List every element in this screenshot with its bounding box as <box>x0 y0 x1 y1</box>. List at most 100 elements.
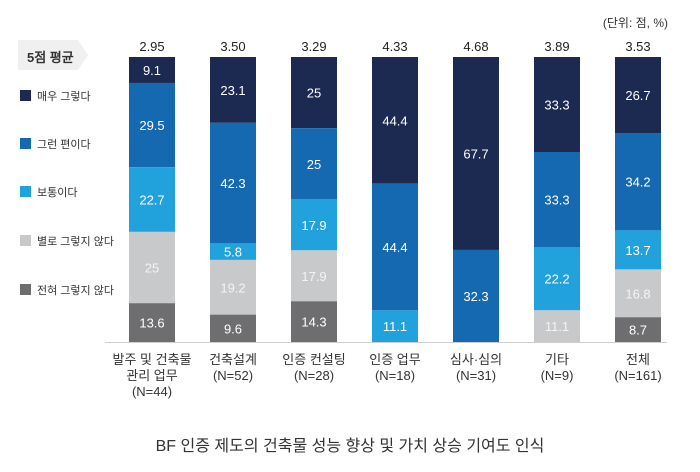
data-label: 33.3 <box>544 98 569 113</box>
legend-item-strongly-disagree: 전혀 그렇지 않다 <box>20 282 114 298</box>
data-label: 8.7 <box>629 323 647 338</box>
average-tag-shape <box>18 40 88 70</box>
bar-segment <box>210 314 256 342</box>
category-label: 전체 <box>626 352 650 367</box>
data-label: 11.1 <box>545 319 569 334</box>
average-value-label: 4.68 <box>463 39 488 54</box>
bar-segment <box>453 249 499 342</box>
legend-item-agree: 그런 편이다 <box>20 136 91 152</box>
bar-segment <box>129 231 175 304</box>
bar-segment <box>534 247 580 311</box>
category-label: (N=9) <box>541 368 574 383</box>
bar-segment <box>372 310 418 342</box>
legend-swatch <box>20 284 31 295</box>
bar-segment <box>210 243 256 260</box>
bar-segment <box>615 57 661 134</box>
data-label: 9.6 <box>224 321 242 336</box>
data-label: 16.8 <box>625 286 650 301</box>
data-label: 25 <box>307 86 321 101</box>
data-label: 29.5 <box>139 118 164 133</box>
data-label: 9.1 <box>143 63 161 78</box>
data-label: 26.7 <box>625 88 650 103</box>
category-label: 심사·심의 <box>450 352 502 367</box>
data-label: 22.7 <box>139 193 164 208</box>
legend-swatch <box>20 138 31 149</box>
legend-swatch <box>20 186 31 197</box>
category-label: 인증 업무 <box>369 352 420 367</box>
data-label: 33.3 <box>544 193 569 208</box>
category-label: 관리 업무 <box>126 368 177 383</box>
unit-note: (단위: 점, %) <box>602 16 668 30</box>
category-label: (N=161) <box>614 368 661 383</box>
bar-segment <box>291 250 337 302</box>
average-value-label: 3.89 <box>544 39 569 54</box>
data-label: 17.9 <box>301 269 326 284</box>
data-label: 13.6 <box>139 316 164 331</box>
chart-title: BF 인증 제도의 건축물 성능 향상 및 가치 상승 기여도 인식 <box>155 438 545 455</box>
bar-segment <box>210 57 256 123</box>
average-label: 5점 평균 <box>27 50 74 65</box>
category-label: 건축설계 <box>209 352 257 367</box>
data-label: 23.1 <box>220 83 245 98</box>
bar-segment <box>615 230 661 270</box>
category-label: (N=52) <box>213 368 253 383</box>
data-label: 25 <box>145 261 159 276</box>
average-value-label: 3.53 <box>625 39 650 54</box>
bar-segment <box>129 82 175 168</box>
average-value-label: 3.50 <box>220 39 245 54</box>
legend-label: 전혀 그렇지 않다 <box>37 285 114 297</box>
bar-segment <box>534 310 580 342</box>
data-label: 11.1 <box>383 319 407 334</box>
average-value-label: 3.29 <box>301 39 326 54</box>
data-label: 13.7 <box>625 243 650 258</box>
average-value-label: 2.95 <box>139 39 164 54</box>
average-label-tag: 5점 평균 <box>18 40 88 70</box>
bar-segment <box>615 133 661 231</box>
bar-segment <box>534 57 580 152</box>
bar-segment <box>372 183 418 311</box>
bar-segment <box>372 57 418 184</box>
data-label: 44.4 <box>382 240 407 255</box>
average-value-label: 4.33 <box>382 39 407 54</box>
data-label: 14.3 <box>301 315 326 330</box>
bar-segment <box>210 259 256 315</box>
bar-segment <box>291 128 337 200</box>
data-label: 5.8 <box>224 245 242 260</box>
data-label: 19.2 <box>220 280 245 295</box>
data-label: 32.3 <box>463 289 488 304</box>
bar-segment <box>129 167 175 232</box>
data-label: 42.3 <box>220 176 245 191</box>
category-label: (N=18) <box>375 368 415 383</box>
bar-segment <box>534 152 580 247</box>
bar-segment <box>129 303 175 342</box>
category-label: 기타 <box>545 352 569 367</box>
bar-segment <box>291 57 337 129</box>
category-label: (N=28) <box>294 368 334 383</box>
legend-label: 매우 그렇다 <box>37 91 91 103</box>
data-label: 67.7 <box>463 146 488 161</box>
legend-item-disagree: 별로 그렇지 않다 <box>20 233 114 249</box>
legend-swatch <box>20 90 31 101</box>
bar-segment <box>129 57 175 83</box>
data-label: 17.9 <box>301 218 326 233</box>
category-label: 인증 컨설팅 <box>282 352 345 367</box>
legend-swatch <box>20 235 31 246</box>
legend-label: 그런 편이다 <box>37 139 91 151</box>
legend-label: 별로 그렇지 않다 <box>37 236 114 248</box>
category-label: (N=31) <box>456 368 496 383</box>
data-label: 44.4 <box>382 113 407 128</box>
bar-segment <box>291 199 337 251</box>
bar-segment <box>615 317 661 342</box>
legend-item-neutral: 보통이다 <box>20 184 77 200</box>
bar-segment <box>291 301 337 342</box>
bar-segment <box>615 269 661 318</box>
legend-label: 보통이다 <box>37 187 78 199</box>
bar-segment <box>453 57 499 250</box>
category-label: (N=44) <box>132 384 172 399</box>
data-label: 34.2 <box>625 175 650 190</box>
legend-item-very-agree: 매우 그렇다 <box>20 88 91 104</box>
bar-segment <box>210 122 256 244</box>
category-label: 발주 및 건축물 <box>113 352 192 367</box>
data-label: 25 <box>307 157 321 172</box>
